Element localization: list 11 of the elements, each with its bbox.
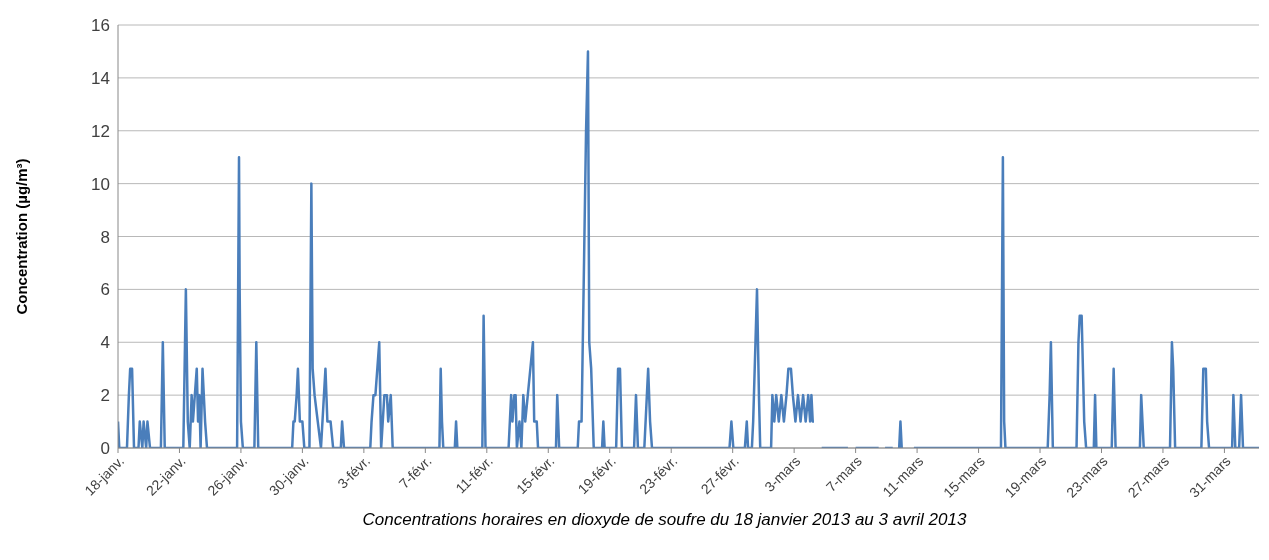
y-tick-label: 16 xyxy=(91,16,110,36)
y-tick-label: 12 xyxy=(91,121,110,141)
y-tick-label: 0 xyxy=(100,439,110,459)
text: Concentrations horaires en dioxyde de soufre du 18 janvier 2013 au 3 avril 2013 xyxy=(361,510,968,530)
y-tick-label: 14 xyxy=(91,68,110,88)
y-axis-title: Concentration (µg/m³) xyxy=(13,158,31,315)
y-tick-label: 2 xyxy=(100,386,110,406)
y-tick-label: 8 xyxy=(100,227,110,247)
y-tick-label: 10 xyxy=(91,174,110,194)
y-tick-label: 4 xyxy=(100,333,110,353)
y-tick-label: 6 xyxy=(100,280,110,300)
